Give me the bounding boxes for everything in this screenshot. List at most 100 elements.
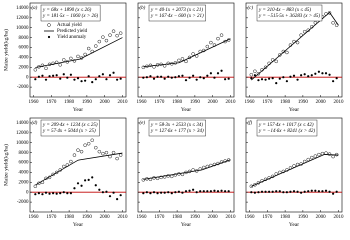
anomaly-point bbox=[160, 191, 163, 194]
anomaly-point bbox=[108, 195, 112, 198]
x-tick-label: 2010 bbox=[117, 215, 128, 220]
anomaly-point bbox=[116, 198, 119, 201]
actual-point bbox=[191, 52, 195, 56]
anomaly-point bbox=[300, 191, 303, 194]
anomaly-point bbox=[108, 74, 112, 77]
anomaly-point bbox=[66, 76, 69, 79]
anomaly-point bbox=[209, 190, 212, 193]
anomaly-point bbox=[62, 191, 65, 194]
equation-box bbox=[256, 119, 318, 137]
panel: 1960 1970 1980 1990 2000 2010 Year (c) y = 310·4… bbox=[245, 2, 344, 113]
anomaly-point bbox=[98, 75, 101, 78]
anomaly-point bbox=[156, 75, 159, 78]
x-tick-label: 1960 bbox=[137, 100, 148, 105]
equation-box bbox=[40, 119, 100, 137]
anomaly-point bbox=[206, 190, 209, 193]
anomaly-point bbox=[213, 76, 216, 79]
anomaly-point bbox=[80, 80, 83, 83]
anomaly-point bbox=[174, 191, 177, 194]
actual-point bbox=[94, 145, 98, 150]
x-tick-label: 1990 bbox=[82, 215, 93, 220]
y-tick-label: 8000 bbox=[19, 151, 30, 156]
anomaly-point bbox=[170, 192, 173, 195]
x-tick-label: 1970 bbox=[154, 100, 165, 105]
anomaly-point bbox=[52, 74, 55, 77]
equation: y = 58·3x + 2533 (x ≤ 34) bbox=[150, 123, 203, 128]
anomaly-point bbox=[101, 73, 104, 76]
actual-point bbox=[331, 154, 335, 159]
x-tick-label: 2000 bbox=[208, 215, 219, 220]
actual-point bbox=[141, 178, 146, 182]
y-tick-label: 14000 bbox=[16, 6, 29, 11]
actual-point bbox=[72, 153, 77, 157]
x-tick-label: 1980 bbox=[172, 100, 183, 105]
anomaly-point bbox=[264, 190, 267, 193]
anomaly-point bbox=[303, 73, 306, 76]
y-tick-label: 12000 bbox=[16, 16, 29, 21]
actual-point bbox=[274, 59, 278, 64]
anomaly-point bbox=[188, 76, 191, 79]
actual-point bbox=[327, 152, 332, 156]
y-tick-label: -2000 bbox=[17, 85, 29, 90]
actual-point bbox=[216, 36, 220, 41]
y-tick-label: 2000 bbox=[19, 65, 30, 70]
actual-point bbox=[313, 154, 318, 158]
anomaly-point bbox=[142, 192, 145, 195]
anomaly-point bbox=[177, 190, 180, 193]
anomaly-point bbox=[227, 77, 230, 80]
x-tick-label: 1980 bbox=[64, 215, 75, 220]
equation-box bbox=[40, 4, 101, 22]
y-tick-label: 4000 bbox=[19, 171, 30, 176]
anomaly-point bbox=[55, 74, 58, 77]
anomaly-point bbox=[192, 188, 195, 191]
anomaly-point bbox=[152, 191, 156, 194]
anomaly-point bbox=[314, 189, 317, 192]
panel-label: (e) bbox=[140, 121, 146, 126]
anomaly-point bbox=[317, 190, 320, 193]
anomaly-point bbox=[216, 72, 220, 75]
x-axis-label: Year bbox=[73, 222, 83, 228]
anomaly-point bbox=[310, 189, 313, 192]
anomaly-point bbox=[167, 75, 170, 78]
anomaly-point bbox=[44, 191, 48, 194]
equation: y = −515·5x + 36283 (x > 45) bbox=[258, 14, 320, 19]
actual-point bbox=[58, 63, 62, 67]
anomaly-point bbox=[181, 74, 184, 77]
anomaly-point bbox=[112, 191, 115, 194]
actual-point bbox=[177, 58, 181, 63]
equation: y = 57·4x + 5044 (x > 25) bbox=[42, 129, 96, 134]
predicted-line bbox=[251, 11, 339, 81]
equation: y = −14·6x + 8241 (x > 42) bbox=[258, 129, 315, 134]
panel-label: (a) bbox=[32, 6, 38, 11]
anomaly-point bbox=[69, 73, 72, 76]
y-tick-label: 4000 bbox=[19, 56, 30, 61]
panel: 1960 1970 1980 1990 2000 2010 Year (e) y = 58·3x… bbox=[137, 117, 236, 228]
actual-point bbox=[104, 38, 109, 43]
x-tick-label: 1970 bbox=[154, 215, 165, 220]
x-tick-label: 1980 bbox=[172, 215, 183, 220]
actual-point bbox=[69, 56, 73, 61]
x-tick-label: 1970 bbox=[46, 215, 57, 220]
actual-point bbox=[69, 159, 73, 164]
anomaly-point bbox=[170, 76, 173, 79]
anomaly-point bbox=[260, 190, 264, 193]
anomaly-point bbox=[332, 80, 335, 83]
actual-point bbox=[94, 44, 98, 48]
anomaly-point bbox=[52, 192, 55, 195]
anomaly-point bbox=[332, 192, 335, 195]
anomaly-point bbox=[84, 179, 87, 182]
x-tick-label: 2000 bbox=[208, 100, 219, 105]
y-tick-label: 8000 bbox=[19, 36, 30, 41]
anomaly-point bbox=[310, 74, 313, 77]
anomaly-point bbox=[253, 191, 256, 194]
anomaly-point bbox=[156, 192, 159, 195]
actual-point bbox=[253, 69, 257, 73]
anomaly-point bbox=[307, 190, 310, 193]
actual-point bbox=[209, 40, 213, 45]
anomaly-point bbox=[80, 184, 83, 187]
actual-point bbox=[306, 28, 310, 32]
plot-frame bbox=[137, 117, 235, 213]
anomaly-point bbox=[296, 78, 299, 81]
y-tick-label: 10000 bbox=[16, 26, 29, 31]
anomaly-point bbox=[202, 77, 205, 80]
